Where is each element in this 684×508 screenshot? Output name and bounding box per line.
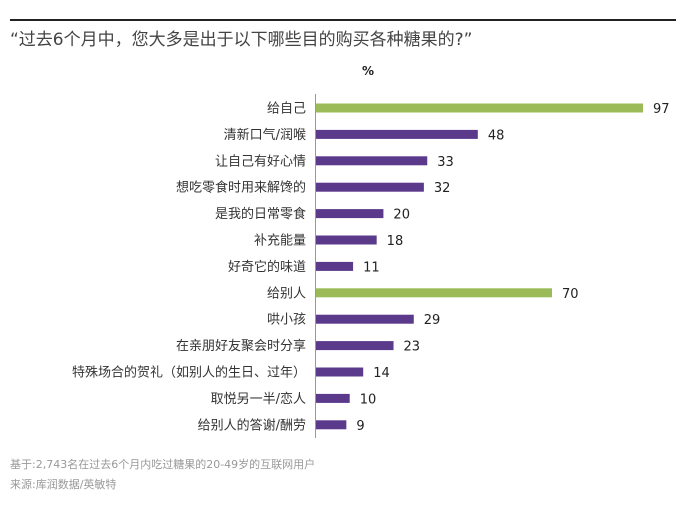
bar (316, 182, 424, 192)
category-label: 在亲朋好友聚会时分享 (176, 338, 306, 354)
value-label: 10 (360, 392, 377, 407)
bar (316, 261, 354, 271)
footnote-base: 基于:2,743名在过去6个月内吃过糖果的20-49岁的互联网用户 (10, 458, 316, 471)
value-label: 20 (393, 208, 410, 223)
bar (316, 156, 428, 166)
category-label: 想吃零食时用来解馋的 (176, 180, 306, 196)
category-label: 特殊场合的贺礼（如别人的生日、过年） (72, 365, 306, 381)
category-label: 让自己有好心情 (215, 154, 306, 169)
unit-label: % (362, 64, 375, 78)
chart-title: “过去6个月中，您大多是出于以下哪些目的购买各种糖果的?” (10, 30, 473, 50)
value-label: 18 (387, 234, 404, 249)
category-label: 好奇它的味道 (228, 259, 306, 275)
category-label: 给自己 (267, 102, 306, 117)
value-label: 70 (562, 287, 579, 302)
category-label: 清新口气/润喉 (224, 127, 306, 143)
bar (316, 393, 350, 403)
bar (316, 288, 552, 298)
value-label: 33 (437, 155, 454, 170)
value-label: 14 (373, 366, 390, 381)
value-label: 9 (356, 419, 364, 434)
bar (316, 314, 414, 324)
value-label: 97 (653, 102, 670, 117)
category-label: 补充能量 (254, 233, 306, 249)
top-rule (10, 19, 676, 21)
value-label: 11 (363, 260, 380, 275)
bar (316, 235, 377, 245)
category-label: 哄小孩 (267, 313, 306, 328)
value-label: 29 (424, 313, 441, 328)
bar (316, 367, 364, 377)
bar (316, 341, 394, 351)
bar (316, 209, 384, 219)
bar (316, 103, 643, 113)
category-label: 取悦另一半/恋人 (211, 391, 306, 407)
category-label: 给别人的答谢/酬劳 (198, 417, 306, 433)
bar (316, 129, 478, 139)
category-label: 给别人 (267, 286, 306, 301)
bar (316, 420, 347, 430)
value-label: 48 (488, 128, 505, 143)
value-label: 23 (404, 340, 421, 355)
value-label: 32 (434, 181, 451, 196)
category-label: 是我的日常零食 (215, 206, 306, 222)
footnote-source: 来源:库润数据/英敏特 (10, 478, 117, 491)
